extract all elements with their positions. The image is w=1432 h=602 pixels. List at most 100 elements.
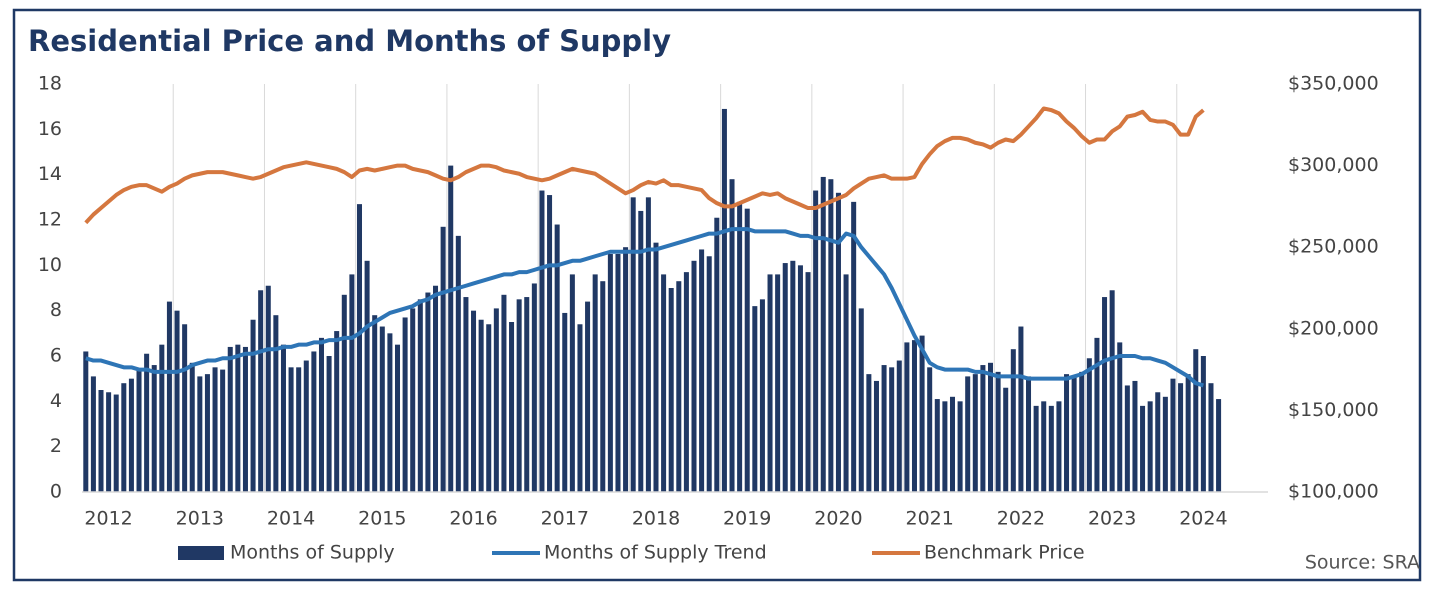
bar — [775, 274, 781, 492]
bar — [98, 390, 104, 492]
bar — [1109, 290, 1115, 492]
bar — [1162, 396, 1168, 492]
y-tick-label: 12 — [38, 209, 62, 231]
bar — [630, 197, 636, 493]
bar — [797, 265, 803, 492]
y2-tick-label: $150,000 — [1288, 399, 1379, 421]
bar — [744, 208, 750, 492]
bar — [1147, 401, 1153, 492]
bar — [585, 301, 591, 492]
y-tick-label: 2 — [50, 435, 62, 457]
bar — [911, 340, 917, 492]
bar — [562, 312, 568, 492]
y2-tick-label: $250,000 — [1288, 236, 1379, 258]
bar — [455, 235, 461, 492]
bar — [478, 319, 484, 492]
bar — [828, 179, 834, 492]
bar — [174, 310, 180, 492]
bar — [448, 165, 454, 492]
x-tick-label: 2013 — [176, 508, 224, 530]
bar — [106, 392, 112, 492]
bar — [364, 260, 370, 492]
bar — [189, 362, 195, 492]
bar — [273, 315, 279, 492]
bar — [303, 360, 309, 492]
bar — [394, 344, 401, 492]
y-tick-label: 0 — [50, 481, 62, 503]
bar — [919, 335, 925, 492]
bar — [653, 242, 659, 492]
x-tick-label: 2012 — [84, 508, 132, 530]
bar — [972, 374, 978, 492]
chart-title: Residential Price and Months of Supply — [28, 24, 671, 58]
bar — [729, 179, 735, 492]
bar — [242, 346, 248, 492]
bar — [1048, 405, 1054, 492]
bar — [227, 346, 233, 492]
bar — [182, 324, 188, 492]
bar — [866, 374, 872, 492]
bar — [516, 299, 522, 492]
y-tick-label: 8 — [50, 299, 62, 321]
bar — [676, 281, 682, 492]
bar — [949, 396, 956, 492]
bar — [638, 210, 644, 492]
y2-tick-label: $100,000 — [1288, 481, 1379, 503]
x-tick-label: 2020 — [814, 508, 862, 530]
bar — [1033, 405, 1039, 492]
bar — [607, 254, 613, 492]
bar — [501, 294, 507, 492]
bar — [683, 272, 689, 492]
bar — [858, 308, 864, 492]
bar — [782, 263, 788, 492]
bar — [873, 380, 879, 492]
bar — [197, 376, 203, 492]
bar — [220, 369, 226, 492]
bar — [531, 283, 537, 492]
bar — [1003, 387, 1009, 492]
bar — [318, 337, 324, 492]
bar — [767, 274, 773, 492]
bar — [1086, 358, 1092, 492]
bar — [965, 376, 971, 492]
bar — [1170, 378, 1176, 492]
legend-label: Months of Supply — [230, 542, 395, 564]
bar — [668, 288, 674, 492]
bar — [851, 201, 857, 492]
bar — [166, 301, 172, 492]
bar — [995, 371, 1001, 492]
bar — [600, 281, 606, 492]
bar — [356, 204, 363, 492]
bar — [699, 249, 705, 492]
legend-label: Months of Supply Trend — [544, 542, 767, 564]
bar — [843, 274, 849, 492]
bar — [661, 274, 667, 492]
bar — [440, 226, 446, 493]
bar — [1155, 392, 1161, 492]
bar — [927, 367, 933, 492]
bar — [896, 360, 902, 492]
legend-swatch — [178, 546, 224, 560]
bar — [387, 333, 393, 492]
bar — [554, 224, 560, 493]
bar — [471, 310, 477, 492]
bar — [1178, 383, 1184, 492]
bar — [889, 367, 895, 492]
bar — [987, 362, 994, 492]
bar — [296, 367, 302, 492]
bar — [1102, 297, 1108, 492]
bar — [433, 285, 439, 492]
y-tick-label: 10 — [38, 254, 62, 276]
bar — [410, 308, 416, 492]
bar — [128, 378, 134, 492]
bar — [417, 299, 423, 492]
bar — [691, 260, 697, 492]
bar — [425, 292, 431, 492]
bar — [258, 290, 264, 492]
bar — [577, 324, 583, 492]
bar — [1056, 401, 1062, 492]
x-tick-label: 2019 — [723, 508, 771, 530]
x-tick-label: 2017 — [541, 508, 589, 530]
bar — [721, 108, 727, 492]
